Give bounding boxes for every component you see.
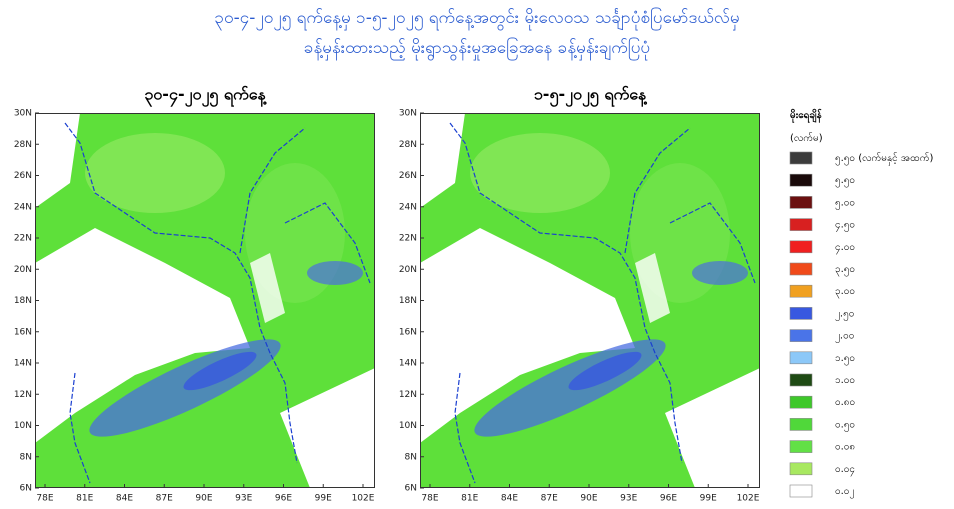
legend-swatch: [789, 373, 813, 387]
legend-swatch: [789, 240, 813, 254]
panel-title: ၃၀-၄-၂၀၂၅ ရက်နေ့: [144, 85, 267, 108]
lon-label: 93E: [235, 494, 252, 504]
lat-label: 12N: [399, 390, 417, 400]
lat-label: 18N: [14, 296, 32, 306]
legend-swatch: [789, 418, 813, 431]
legend-unit: (လက်မ): [790, 131, 823, 144]
legend-label: ၃.၀၀: [835, 286, 855, 299]
legend-label: ၀.၀၄: [835, 464, 855, 477]
lat-label: 6N: [20, 484, 32, 494]
map-image: [35, 113, 375, 488]
lon-label: 84E: [116, 494, 133, 504]
lon-label: 87E: [156, 494, 173, 504]
legend-swatch: [789, 196, 813, 209]
legend-swatch: [789, 218, 813, 231]
legend-swatch: [789, 395, 813, 409]
lat-label: 30N: [399, 109, 417, 119]
legend-label: ၀.၅၀: [835, 419, 855, 432]
lon-label: 96E: [275, 494, 292, 504]
lat-label: 22N: [14, 234, 32, 244]
lat-label: 6N: [405, 484, 417, 494]
lat-label: 8N: [20, 452, 32, 462]
legend-swatch: [789, 284, 813, 298]
legend-swatch: [789, 440, 813, 453]
legend-label: ၀.၀၈: [835, 442, 855, 453]
lat-label: 14N: [399, 359, 417, 369]
legend-swatch: [789, 262, 813, 276]
lon-label: 78E: [421, 494, 438, 504]
legend-label: ၅.၀၀: [835, 197, 855, 210]
lat-label: 16N: [399, 327, 417, 337]
lon-label: 87E: [541, 494, 558, 504]
lat-label: 16N: [14, 327, 32, 337]
lon-label: 102E: [352, 494, 375, 504]
lat-label: 10N: [399, 421, 417, 431]
title-line1: ၃၀-၄-၂၀၂၅ ရက်နေ့မှ ၁-၅-၂၀၂၅ ရက်နေ့အတွင်း…: [214, 6, 739, 31]
legend-swatch: [789, 173, 813, 187]
lat-label: 18N: [399, 296, 417, 306]
legend-swatch: [789, 484, 813, 498]
lat-label: 26N: [399, 171, 417, 181]
legend-label: ၁.၀၀: [835, 375, 855, 386]
lon-label: 96E: [660, 494, 677, 504]
map-image: [420, 113, 760, 488]
lon-label: 90E: [195, 494, 212, 504]
lon-label: 99E: [700, 494, 717, 504]
legend-label: ၄.၅၀: [835, 220, 855, 233]
legend-label: ၂.၅၀: [835, 308, 854, 321]
lat-label: 26N: [14, 171, 32, 181]
legend-label: ၅.၅၀ (လက်မနှင့် အထက်): [835, 151, 934, 166]
legend-label: ၀.၈၀: [835, 397, 855, 408]
lat-label: 24N: [14, 202, 32, 212]
legend-label: ၀.၀၂: [835, 486, 854, 499]
lat-label: 14N: [14, 359, 32, 369]
lon-label: 102E: [737, 494, 760, 504]
lat-label: 30N: [14, 109, 32, 119]
title-line2: ခန့်မှန်းထားသည့် မိုးရွာသွန်းမှုအခြေအနေ …: [304, 36, 650, 61]
lat-label: 20N: [399, 265, 417, 275]
legend-label: ၂.၀၀: [835, 331, 854, 344]
lon-label: 84E: [501, 494, 518, 504]
legend-label: ၄.၀၀: [835, 242, 855, 255]
panel-title: ၁-၅-၂၀၂၅ ရက်နေ့: [534, 85, 648, 108]
lat-label: 22N: [399, 234, 417, 244]
legend-swatch: [789, 329, 813, 342]
lon-label: 81E: [461, 494, 478, 504]
lon-label: 81E: [76, 494, 93, 504]
legend-label: ၅.၅၀: [835, 175, 855, 188]
legend-swatch: [789, 151, 813, 165]
lat-label: 8N: [405, 452, 417, 462]
legend-swatch: [789, 462, 813, 476]
lat-label: 12N: [14, 390, 32, 400]
legend-title: မိုးရေချိန်: [790, 108, 822, 124]
lat-label: 20N: [14, 265, 32, 275]
lon-label: 78E: [36, 494, 53, 504]
legend-swatch: [789, 307, 813, 320]
lat-label: 24N: [399, 202, 417, 212]
lon-label: 90E: [580, 494, 597, 504]
legend-label: ၁.၅၀: [835, 353, 855, 366]
lon-label: 99E: [315, 494, 332, 504]
lon-label: 93E: [620, 494, 637, 504]
lat-label: 28N: [14, 140, 32, 150]
lat-label: 28N: [399, 140, 417, 150]
lat-label: 10N: [14, 421, 32, 431]
legend-swatch: [789, 351, 813, 365]
legend-label: ၃.၅၀: [835, 264, 855, 277]
